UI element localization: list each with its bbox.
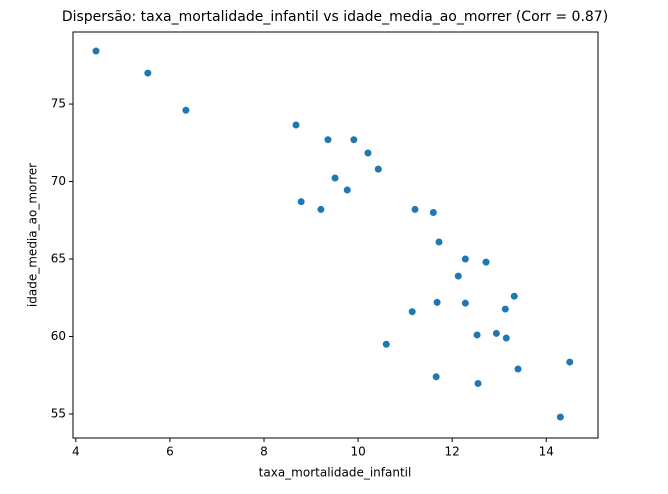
- point: [514, 365, 522, 373]
- y-tick-label: 70: [51, 174, 66, 188]
- point: [433, 298, 441, 306]
- point: [374, 165, 382, 173]
- x-axis-label: taxa_mortalidade_infantil: [259, 466, 412, 480]
- x-tick-label: 10: [350, 445, 365, 459]
- point: [364, 149, 372, 157]
- point: [382, 340, 390, 348]
- point: [461, 299, 469, 307]
- point: [182, 106, 190, 114]
- point: [144, 69, 152, 77]
- point: [324, 136, 332, 144]
- plot-frame: [72, 31, 599, 439]
- y-tick-label: 75: [51, 97, 66, 111]
- point: [501, 305, 509, 313]
- point: [474, 379, 482, 387]
- point: [331, 174, 339, 182]
- point: [566, 358, 574, 366]
- x-tick-label: 6: [166, 445, 174, 459]
- point: [429, 209, 437, 217]
- y-tick-label: 65: [51, 252, 66, 266]
- x-tick-label: 4: [72, 445, 80, 459]
- point: [454, 272, 462, 280]
- point: [461, 255, 469, 263]
- point: [408, 308, 416, 316]
- point: [297, 198, 305, 206]
- point: [435, 238, 443, 246]
- point: [350, 136, 358, 144]
- point: [317, 205, 325, 213]
- point: [502, 334, 510, 342]
- y-tick-label: 60: [51, 329, 66, 343]
- point: [482, 258, 490, 266]
- chart-title: Dispersão: taxa_mortalidade_infantil vs …: [62, 9, 608, 25]
- x-tick-label: 8: [260, 445, 268, 459]
- y-axis-label: idade_media_ao_morrer: [26, 163, 40, 307]
- point: [292, 121, 300, 129]
- x-tick-label: 14: [539, 445, 554, 459]
- point: [510, 292, 518, 300]
- x-tick-label: 12: [445, 445, 460, 459]
- point: [92, 47, 100, 55]
- point: [343, 186, 351, 194]
- point: [492, 329, 500, 337]
- point: [411, 205, 419, 213]
- y-tick-label: 55: [51, 406, 66, 420]
- point: [473, 331, 481, 339]
- point: [556, 413, 564, 421]
- point: [432, 373, 440, 381]
